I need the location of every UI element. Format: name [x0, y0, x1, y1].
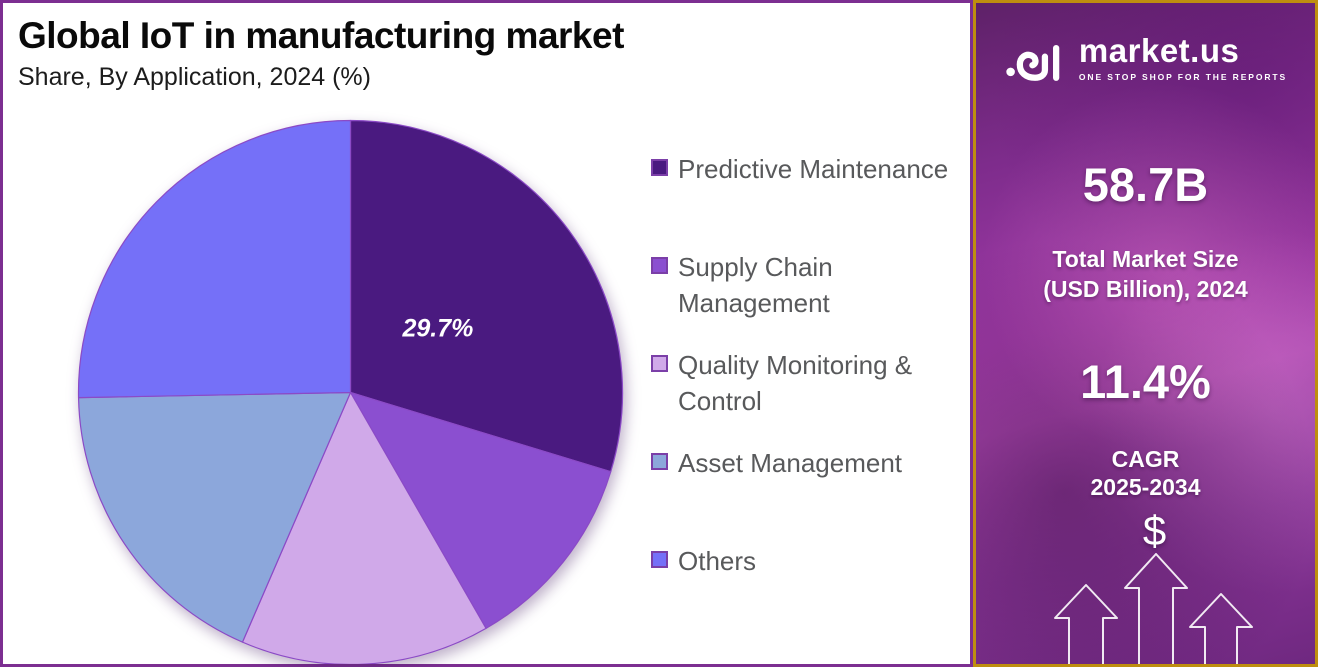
- legend-swatch-icon: [651, 257, 668, 274]
- legend-label: Predictive Maintenance: [678, 154, 949, 184]
- pie-slice-others: [77, 119, 352, 399]
- cagr-years: 2025-2034: [1090, 474, 1201, 500]
- page-title: Global IoT in manufacturing market: [18, 15, 624, 56]
- cagr-label: CAGR: [1111, 446, 1180, 472]
- market-size-value: 58.7B: [1082, 158, 1209, 211]
- legend-item: Supply Chain Management: [651, 249, 969, 347]
- legend-item: Quality Monitoring & Control: [651, 347, 969, 445]
- pie-chart: 29.7%: [77, 119, 624, 664]
- pie-slice-quality-monitoring-control: [241, 391, 487, 664]
- pie-slice-supply-chain-management: [349, 391, 612, 629]
- chart-legend: Predictive Maintenance Supply Chain Manage…: [651, 151, 969, 641]
- dollar-icon: $: [1142, 507, 1167, 554]
- legend-swatch-icon: [651, 159, 668, 176]
- pie-slice-asset-management: [77, 391, 352, 643]
- legend-swatch-icon: [651, 355, 668, 372]
- marketus-logo-icon: [1006, 44, 1060, 81]
- market-size-label-line2: (USD Billion), 2024: [1043, 276, 1248, 302]
- brand-tagline: ONE STOP SHOP FOR THE REPORTS: [1078, 72, 1288, 82]
- pie-slice-value-label: 29.7%: [401, 315, 473, 343]
- brand-name: market.us: [1078, 32, 1240, 69]
- legend-swatch-icon: [651, 453, 668, 470]
- legend-label: Quality Monitoring & Control: [678, 350, 913, 416]
- page-subtitle: Share, By Application, 2024 (%): [18, 63, 371, 91]
- sidebar: market.us ONE STOP SHOP FOR THE REPORTS …: [973, 0, 1318, 667]
- pie-slice-predictive-maintenance: [349, 119, 624, 473]
- brand-text: market.us ONE STOP SHOP FOR THE REPORTS: [1078, 29, 1288, 83]
- growth-arrows-icon: [1054, 553, 1253, 664]
- chart-area: Global IoT in manufacturing market Share…: [0, 0, 973, 667]
- legend-item: Asset Management: [651, 445, 969, 543]
- market-size-label-line1: Total Market Size: [1052, 246, 1239, 272]
- legend-item: Others: [651, 543, 969, 641]
- legend-label: Asset Management: [678, 448, 903, 478]
- legend-label: Supply Chain Management: [678, 252, 833, 318]
- brand-logo: market.us ONE STOP SHOP FOR THE REPORTS: [976, 29, 1315, 87]
- legend-item: Predictive Maintenance: [651, 151, 969, 249]
- legend-swatch-icon: [651, 551, 668, 568]
- cagr-value: 11.4%: [1080, 355, 1211, 408]
- market-size-label: Total Market Size (USD Billion), 2024: [976, 244, 1315, 304]
- legend-label: Others: [678, 546, 757, 576]
